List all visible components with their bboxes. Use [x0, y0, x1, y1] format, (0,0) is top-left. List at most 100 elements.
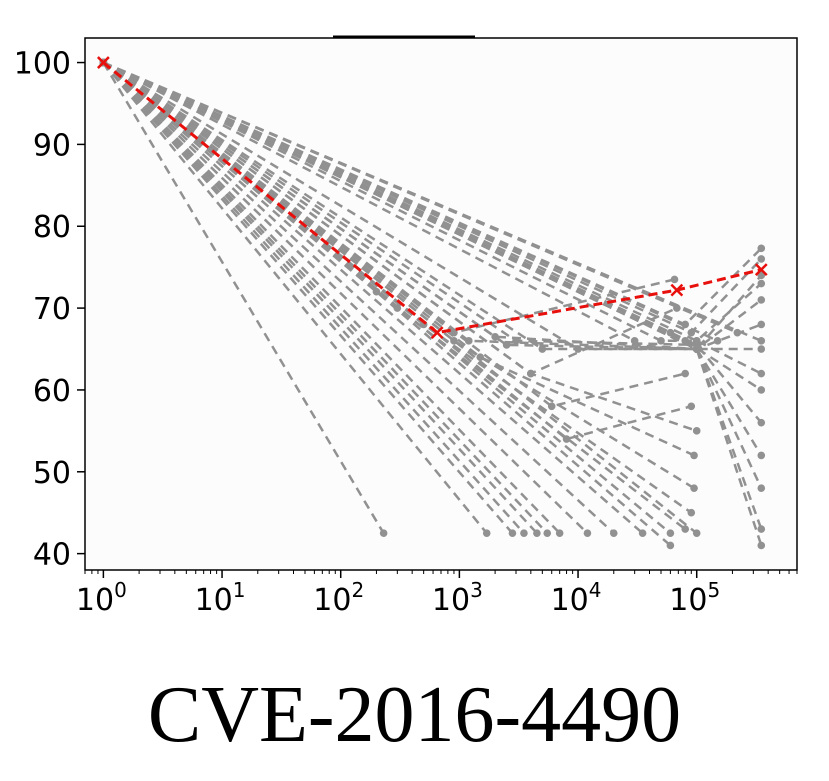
series-line [102, 61, 615, 535]
chart-figure: 40 50 60 70 80 90 100 100 101 102 103 104 105 [13, 35, 798, 618]
series-point [687, 402, 696, 411]
series-point [538, 345, 547, 353]
series-point [533, 529, 541, 537]
series-point [757, 244, 766, 253]
y-tick-label: 100 [14, 47, 71, 82]
series-line [102, 61, 686, 408]
series-point [482, 529, 491, 537]
series-point [681, 525, 690, 533]
plot-area [85, 38, 797, 570]
series-point [681, 320, 690, 329]
axis-layer: 40 50 60 70 80 90 100 100 101 102 103 104 105 [14, 47, 798, 618]
series-point [757, 320, 766, 329]
series-line [102, 61, 763, 343]
y-tick-label: 50 [33, 456, 71, 491]
series-42 [99, 58, 681, 378]
x-tick-label: 104 [551, 578, 602, 618]
series-line [102, 61, 738, 334]
series-39 [99, 58, 766, 329]
series-line [102, 61, 695, 490]
series-point [757, 279, 766, 288]
series-point [681, 369, 690, 378]
series-point [757, 345, 766, 353]
series-point [690, 451, 698, 460]
series-point [757, 296, 766, 304]
series-point [692, 529, 701, 537]
highlight-line [102, 61, 762, 335]
series-point [692, 337, 701, 345]
series-point [757, 337, 766, 345]
series-line [102, 61, 695, 457]
series-line [102, 61, 488, 534]
series-line [102, 61, 762, 375]
series-line [102, 61, 763, 530]
series-point [681, 337, 690, 345]
series-point [757, 451, 766, 460]
series-line [102, 61, 763, 546]
series-point [757, 541, 766, 550]
series-point [673, 304, 681, 312]
series-point [670, 275, 679, 284]
series-line [102, 61, 385, 534]
series-line [102, 61, 561, 535]
series-line [102, 61, 762, 351]
series-line [102, 61, 763, 424]
series-line [102, 61, 636, 342]
series-point [757, 369, 766, 378]
series-point [562, 435, 571, 443]
y-tick-label: 60 [33, 374, 71, 409]
series-point [638, 529, 647, 537]
series-line [102, 61, 763, 351]
series-line [102, 61, 672, 547]
series-point [666, 541, 675, 550]
series-point [692, 345, 701, 353]
highlight-marker [670, 283, 684, 297]
series-line [102, 61, 549, 535]
series-point [520, 529, 528, 537]
x-tick-label: 100 [76, 578, 127, 618]
series-point [379, 529, 388, 537]
series-point [609, 529, 618, 537]
y-tick-label: 70 [33, 292, 71, 327]
series-point [527, 369, 535, 378]
series-line [102, 61, 763, 457]
series-line [102, 61, 525, 535]
series-point [543, 529, 552, 537]
series-point [757, 418, 766, 427]
series-point [583, 529, 592, 537]
series-point [757, 484, 766, 492]
y-tick-label: 40 [33, 538, 71, 573]
series-point [476, 353, 485, 362]
series-point [757, 271, 766, 280]
series-point [508, 529, 517, 537]
highlight-marker [96, 56, 110, 69]
series-point [502, 341, 511, 349]
x-tick-label: 103 [432, 578, 483, 618]
highlight-marker [430, 326, 444, 340]
series-point [666, 529, 675, 537]
x-tick-label: 102 [313, 578, 364, 618]
series-point [555, 529, 564, 537]
y-tick-label: 90 [33, 128, 71, 163]
highlight-marker [754, 263, 768, 277]
x-tick-label: 101 [195, 578, 246, 618]
series-point [574, 345, 582, 353]
highlight-layer [96, 56, 768, 340]
series-point [757, 525, 766, 533]
series-point [757, 255, 766, 263]
series-point [512, 337, 520, 345]
chart-svg: 40 50 60 70 80 90 100 100 101 102 103 104 105 [13, 35, 798, 618]
series-point [547, 402, 556, 411]
series-point [687, 328, 696, 337]
series-line [102, 61, 589, 535]
series-point [687, 508, 696, 517]
caption-label: CVE-2016-4490 [147, 671, 682, 759]
y-tick-label: 80 [33, 210, 71, 245]
series-point [393, 304, 402, 312]
series-point [657, 337, 665, 345]
x-tick-label: 105 [669, 578, 720, 618]
series-point [757, 386, 766, 394]
series-line [102, 61, 762, 351]
series-point [690, 484, 698, 492]
series-point [692, 427, 701, 435]
